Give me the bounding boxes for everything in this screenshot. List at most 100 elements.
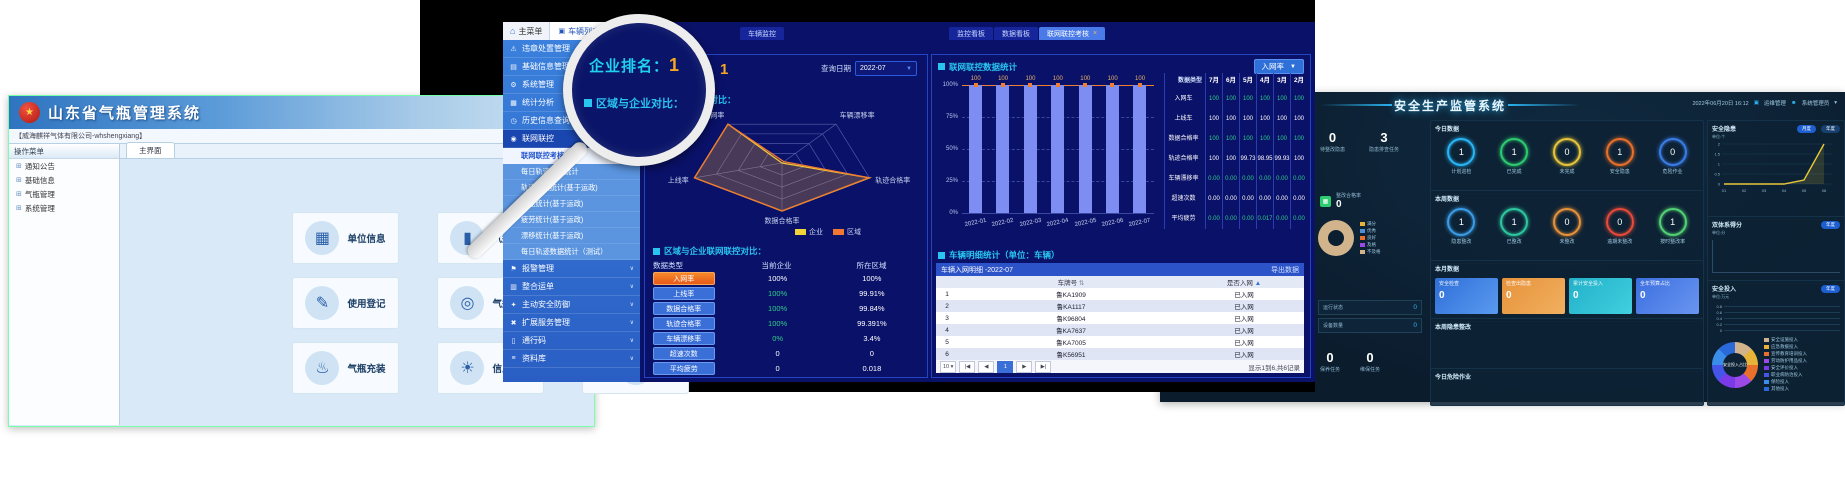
metric-pill[interactable]: 平均疲劳 <box>653 362 715 375</box>
page-tab[interactable]: 数据看板 <box>994 27 1038 40</box>
page-tab[interactable]: 监控看板 <box>949 27 993 40</box>
legend-label: 宣传教育培训投入 <box>1771 351 1807 356</box>
bar[interactable] <box>1133 85 1147 213</box>
col-header-plate[interactable]: 车牌号 <box>1057 280 1078 287</box>
month-value: 100 <box>1273 129 1290 149</box>
year-toggle-button[interactable]: 年度 <box>1821 284 1840 293</box>
export-button[interactable]: 导出数据 <box>1271 266 1299 274</box>
month-value: 100 <box>1290 109 1307 129</box>
home-menu[interactable]: ⌂ 主菜单 <box>503 22 549 40</box>
metric-pill[interactable]: 入网率 <box>653 272 715 285</box>
bar[interactable] <box>1051 85 1065 213</box>
menu-item-label: 通行码 <box>522 336 546 345</box>
menu-item[interactable]: ✖ 扩展服务管理 ∨ <box>503 314 640 332</box>
next-page-button[interactable]: ▶ <box>1016 360 1033 373</box>
score-donut-legend: 满分 优秀 良好 及格 不及格 <box>1360 221 1381 256</box>
tile-filling[interactable]: ♨ 气瓶充装 <box>292 342 399 394</box>
info-icon: ▤ <box>510 63 517 71</box>
current-page[interactable]: 1 <box>997 360 1014 373</box>
gauge-ring: 1 <box>1500 138 1529 166</box>
query-date-select[interactable]: 2022-07 ▼ <box>855 61 917 76</box>
metric-pill[interactable]: 车辆漂移率 <box>653 332 715 345</box>
card-value: 0 <box>1640 290 1646 301</box>
menu-item[interactable]: ✦ 主动安全防御 ∨ <box>503 296 640 314</box>
metric-value: 入网率 <box>1261 62 1285 71</box>
expand-icon[interactable]: ⊞ <box>16 177 22 184</box>
x-axis-label: 2022-03 <box>1019 217 1042 229</box>
metric-select[interactable]: 入网率 ▼ <box>1253 59 1304 74</box>
metric-pill[interactable]: 超速次数 <box>653 347 715 360</box>
sort-icon[interactable]: ⇅ <box>1078 280 1085 287</box>
table-row[interactable]: 4 鲁KA7637 已入网 <box>936 324 1304 336</box>
page-tab[interactable]: 车辆监控 <box>740 27 784 40</box>
expand-icon[interactable]: ⊞ <box>16 191 22 198</box>
submenu-item[interactable]: 疲劳统计(基于运政) <box>503 212 640 228</box>
radar-axis-label: 数据合格率 <box>765 216 800 225</box>
col-header-status[interactable]: 是否入网 <box>1226 280 1253 287</box>
legend-label: 劳动防护用品投入 <box>1771 358 1807 363</box>
menu-item[interactable]: ≡ 资料库 ∨ <box>503 350 640 368</box>
sidebar-item[interactable]: ⊞ 系统管理 <box>9 201 119 215</box>
bar[interactable] <box>969 85 982 213</box>
tab-main[interactable]: 主界面 <box>126 142 175 158</box>
menu-item[interactable]: ⚑ 报警管理 ∨ <box>503 260 640 278</box>
gauge-label: 未整改 <box>1559 239 1575 245</box>
bar[interactable] <box>996 85 1010 213</box>
table-row[interactable]: 2 鲁KA1117 已入网 <box>936 300 1304 312</box>
vehicle-table: 车辆入网明细 -2022-07 导出数据 车牌号 ⇅ 是否入网 ▲ 1 鲁KA19… <box>936 263 1304 373</box>
table-row[interactable]: 3 鲁K96804 已入网 <box>936 312 1304 324</box>
metric-pill[interactable]: 上线率 <box>653 287 715 300</box>
role-label[interactable]: 运维管理 <box>1763 101 1786 107</box>
pass-icon: ▯ <box>511 337 516 345</box>
table-row[interactable]: 6 鲁K56951 已入网 <box>936 348 1304 360</box>
expand-icon[interactable]: ⊞ <box>16 163 22 170</box>
invest-donut-center-label: 安全投入占比 <box>1723 353 1747 377</box>
stat-card[interactable]: 检查出隐患 0 <box>1502 278 1565 314</box>
menu-item[interactable]: ▥ 整合运单 ∨ <box>503 278 640 296</box>
stat-label: 维保任务 <box>1360 367 1381 373</box>
svg-text:2: 2 <box>1718 142 1721 147</box>
first-page-button[interactable]: |◀ <box>959 360 976 373</box>
menu-item-label: 历史信息查询 <box>522 116 570 125</box>
sidebar-item[interactable]: ⊞ 通知公告 <box>9 159 119 173</box>
shield-icon: ✦ <box>510 301 517 309</box>
page-tab-active[interactable]: 联网联控考核 × <box>1039 27 1106 40</box>
menu-item-label: 扩展服务管理 <box>522 318 570 327</box>
stat-card[interactable]: 全年预算占比 0 <box>1636 278 1699 314</box>
table-row[interactable]: 5 鲁KA7005 已入网 <box>936 336 1304 348</box>
month-toggle-button[interactable]: 月度 <box>1797 124 1816 133</box>
grid-line <box>1724 317 1840 319</box>
month-value: 0.017 <box>1256 209 1273 229</box>
radar-axis-label: 上线率 <box>668 175 689 184</box>
sidebar-item[interactable]: ⊞ 基础信息 <box>9 173 119 187</box>
page-size-select[interactable]: 10 ▾ <box>940 360 957 373</box>
prev-page-button[interactable]: ◀ <box>978 360 995 373</box>
table-row[interactable]: 1 鲁KA1909 已入网 <box>936 288 1304 300</box>
close-icon[interactable]: × <box>1093 30 1098 37</box>
sort-asc-icon[interactable]: ▲ <box>1254 280 1262 287</box>
sidebar-header: 操作菜单 <box>9 144 119 159</box>
chevron-down-icon[interactable]: ▾ <box>1834 100 1837 106</box>
bar[interactable] <box>1105 85 1119 213</box>
stat-card[interactable]: 累计安全投入 0 <box>1569 278 1632 314</box>
legend-swatch <box>1764 373 1769 377</box>
alert-icon: ☀ <box>450 351 485 385</box>
month-value: 0.00 <box>1222 189 1239 209</box>
year-toggle-button[interactable]: 年度 <box>1821 124 1840 133</box>
metric-pill[interactable]: 轨迹合格率 <box>653 317 715 330</box>
last-page-button[interactable]: ▶| <box>1035 360 1052 373</box>
submenu-item[interactable]: 每日轨迹数据统计（测试） <box>503 244 640 260</box>
tile-building[interactable]: ▦ 单位信息 <box>292 212 399 264</box>
menu-item[interactable]: ▯ 通行码 ∨ <box>503 332 640 350</box>
expand-icon[interactable]: ⊞ <box>16 205 22 212</box>
y-axis-label: 0 <box>1719 327 1722 333</box>
stat-card[interactable]: 安全检查 0 <box>1435 278 1498 314</box>
sidebar-item[interactable]: ⊞ 气瓶管理 <box>9 187 119 201</box>
metric-pill[interactable]: 数据合格率 <box>653 302 715 315</box>
bar[interactable] <box>1023 85 1037 213</box>
tile-register[interactable]: ✎ 使用登记 <box>292 277 399 329</box>
bar[interactable] <box>1078 85 1092 213</box>
submenu-item[interactable]: 漂移统计(基于运政) <box>503 228 640 244</box>
year-toggle-button[interactable]: 年度 <box>1821 220 1840 229</box>
username[interactable]: 系统管理员 <box>1801 101 1830 107</box>
